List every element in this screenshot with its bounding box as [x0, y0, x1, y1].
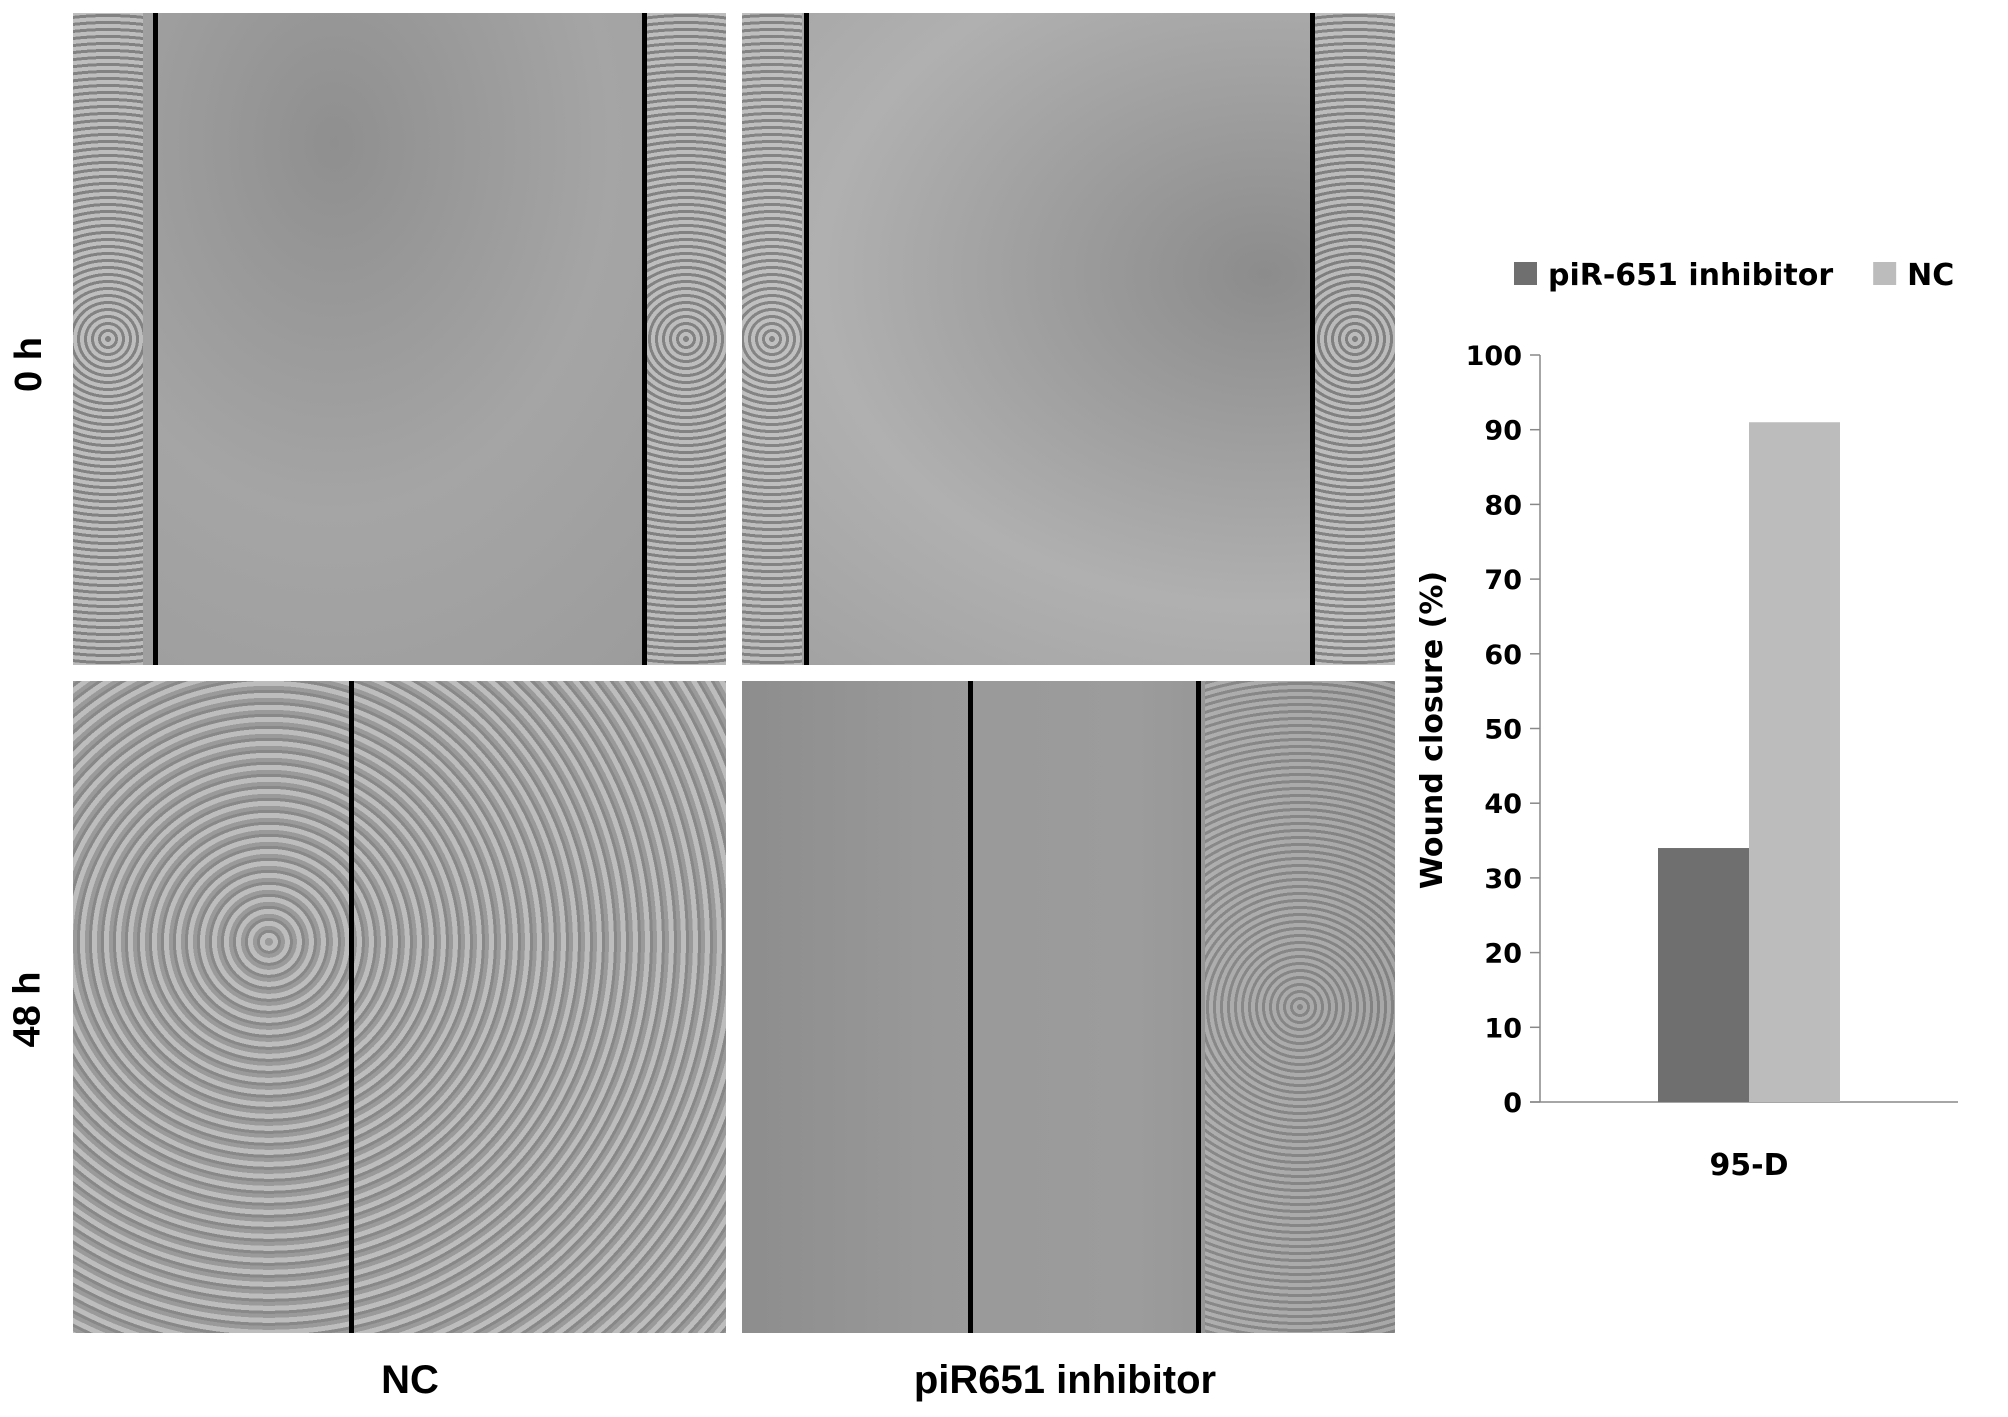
- wound-edge-line: [642, 13, 647, 665]
- y-axis: 0 10 20 30 40 50 60 70 80 90 100: [1466, 341, 1958, 1119]
- x-tick-label: 95-D: [1709, 1148, 1788, 1183]
- y-tick-label: 40: [1484, 789, 1522, 820]
- y-tick-label: 0: [1503, 1088, 1522, 1119]
- micrograph-nc-48h: [73, 681, 726, 1333]
- wound-edge-line: [1310, 13, 1315, 665]
- bar-pir-651-inhibitor: [1658, 848, 1749, 1102]
- y-tick-label: 10: [1484, 1013, 1522, 1044]
- micrograph-inhibitor-48h: [742, 681, 1395, 1333]
- bar-nc: [1749, 422, 1840, 1103]
- y-tick-label: 60: [1484, 640, 1522, 671]
- y-tick-label: 100: [1466, 341, 1522, 372]
- wound-edge-line: [349, 681, 354, 1333]
- y-tick-label: 20: [1484, 939, 1522, 970]
- micrograph-inhibitor-0h: [742, 13, 1395, 665]
- legend-swatch: [1514, 262, 1537, 285]
- legend-label: NC: [1907, 258, 1954, 293]
- y-tick-label: 30: [1484, 864, 1522, 895]
- y-tick-label: 70: [1484, 565, 1522, 596]
- y-tick-label: 90: [1484, 416, 1522, 447]
- bars: 95-D: [1658, 422, 1840, 1183]
- column-label-inhibitor: piR651 inhibitor: [913, 1358, 1217, 1402]
- wound-edge-line: [804, 13, 809, 665]
- wound-edge-line: [1196, 681, 1201, 1333]
- y-tick-label: 80: [1484, 490, 1522, 521]
- wound-edge-line: [153, 13, 158, 665]
- wound-edge-line: [968, 681, 973, 1333]
- y-tick-label: 50: [1484, 715, 1522, 746]
- legend-label: piR-651 inhibitor: [1548, 258, 1833, 293]
- legend: piR-651 inhibitor NC: [1514, 258, 1954, 293]
- legend-swatch: [1873, 262, 1897, 285]
- column-label-nc: NC: [381, 1358, 439, 1402]
- micrograph-nc-0h: [73, 13, 726, 665]
- y-axis-label: Wound closure (%): [1415, 571, 1450, 889]
